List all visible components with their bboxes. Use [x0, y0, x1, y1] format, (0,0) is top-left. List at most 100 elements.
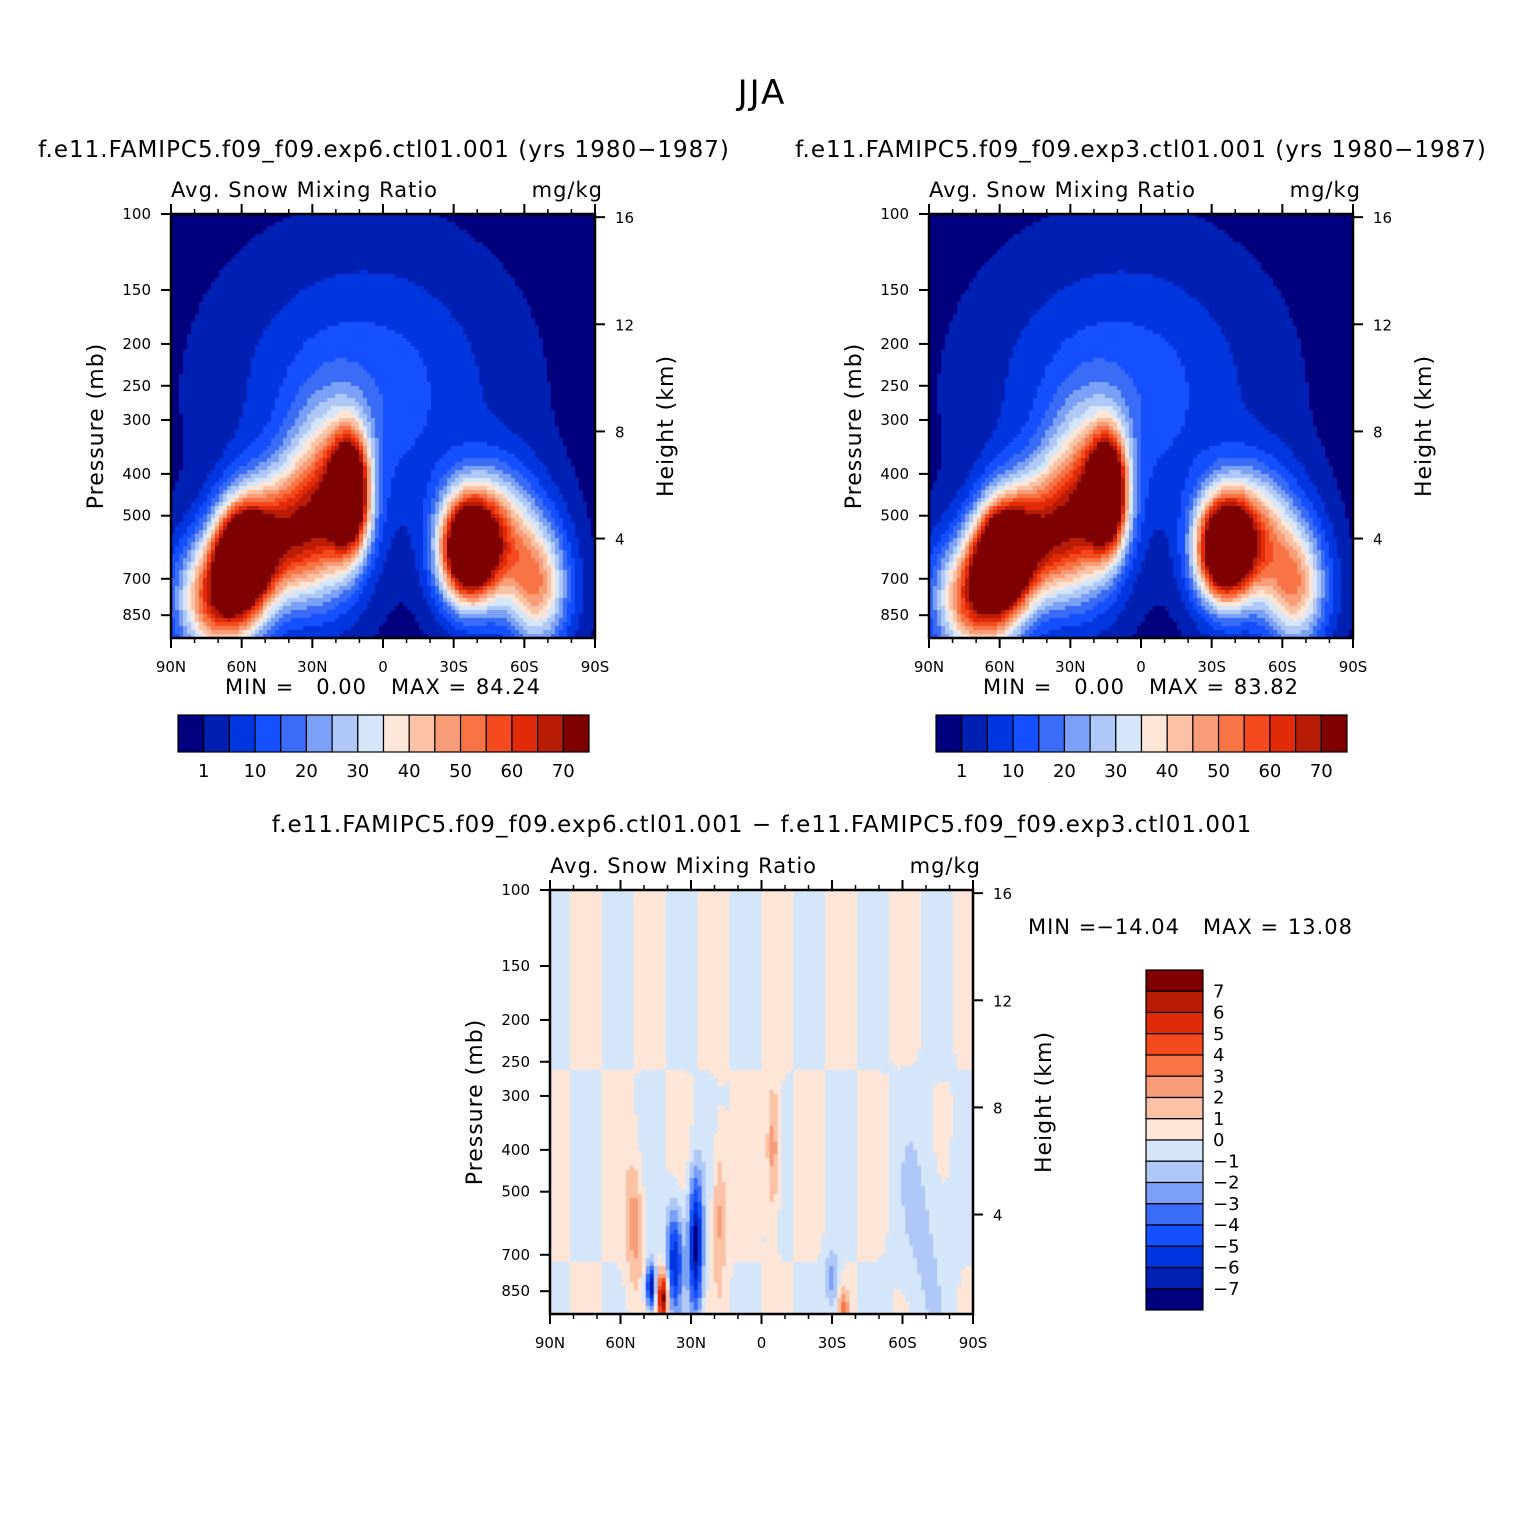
- field-cell: [335, 394, 340, 399]
- field-cell: [327, 582, 332, 587]
- field-cell: [331, 366, 336, 371]
- field-cell: [227, 414, 232, 419]
- field-cell: [295, 626, 300, 631]
- field-cell: [339, 242, 344, 247]
- field-cell: [319, 402, 324, 407]
- field-cell: [355, 610, 360, 615]
- field-cell: [263, 490, 268, 495]
- field-cell: [315, 242, 320, 247]
- field-cell: [243, 386, 248, 391]
- field-cell: [307, 326, 312, 331]
- field-cell: [211, 446, 216, 451]
- field-cell: [291, 274, 296, 279]
- field-cell: [263, 498, 268, 503]
- field-cell: [243, 414, 248, 419]
- field-cell: [219, 234, 224, 239]
- field-cell: [279, 570, 284, 575]
- field-cell: [231, 526, 236, 531]
- field-cell: [215, 402, 220, 407]
- field-cell: [311, 262, 316, 267]
- field-cell: [279, 582, 284, 587]
- field-cell: [271, 614, 276, 619]
- field-cell: [243, 238, 248, 243]
- field-cell: [303, 366, 308, 371]
- field-cell: [347, 454, 352, 459]
- field-cell: [307, 530, 312, 535]
- field-cell: [295, 306, 300, 311]
- field-cell: [275, 410, 280, 415]
- field-cell: [215, 542, 220, 547]
- field-cell: [299, 618, 304, 623]
- field-cell: [187, 250, 192, 255]
- field-cell: [251, 610, 256, 615]
- field-cell: [239, 594, 244, 599]
- field-cell: [275, 382, 280, 387]
- field-cell: [271, 378, 276, 383]
- field-cell: [327, 266, 332, 271]
- field-cell: [231, 438, 236, 443]
- field-cell: [343, 530, 348, 535]
- field-cell: [231, 586, 236, 591]
- field-cell: [187, 486, 192, 491]
- field-cell: [335, 442, 340, 447]
- field-cell: [275, 330, 280, 335]
- field-cell: [283, 326, 288, 331]
- field-cell: [191, 314, 196, 319]
- field-cell: [211, 346, 216, 351]
- field-cell: [231, 510, 236, 515]
- field-cell: [299, 382, 304, 387]
- field-cell: [199, 266, 204, 271]
- field-cell: [247, 626, 252, 631]
- field-cell: [283, 454, 288, 459]
- field-cell: [351, 570, 356, 575]
- field-cell: [343, 546, 348, 551]
- field-cell: [283, 438, 288, 443]
- field-cell: [267, 250, 272, 255]
- field-cell: [251, 382, 256, 387]
- field-cell: [319, 354, 324, 359]
- field-cell: [175, 386, 180, 391]
- field-cell: [179, 538, 184, 543]
- field-cell: [259, 570, 264, 575]
- field-cell: [307, 518, 312, 523]
- field-cell: [307, 270, 312, 275]
- field-cell: [243, 514, 248, 519]
- field-cell: [251, 566, 256, 571]
- field-cell: [219, 246, 224, 251]
- field-cell: [307, 246, 312, 251]
- field-cell: [255, 502, 260, 507]
- field-cell: [199, 222, 204, 227]
- field-cell: [355, 466, 360, 471]
- field-cell: [251, 290, 256, 295]
- field-cell: [223, 626, 228, 631]
- field-cell: [263, 262, 268, 267]
- field-cell: [287, 538, 292, 543]
- field-cell: [227, 526, 232, 531]
- field-cell: [183, 378, 188, 383]
- field-cell: [303, 370, 308, 375]
- field-cell: [247, 270, 252, 275]
- field-cell: [279, 586, 284, 591]
- field-cell: [291, 254, 296, 259]
- field-cell: [235, 374, 240, 379]
- field-cell: [275, 626, 280, 631]
- field-cell: [187, 294, 192, 299]
- field-cell: [339, 298, 344, 303]
- field-cell: [343, 302, 348, 307]
- field-cell: [187, 334, 192, 339]
- field-cell: [283, 434, 288, 439]
- field-cell: [255, 490, 260, 495]
- field-cell: [215, 222, 220, 227]
- field-cell: [295, 462, 300, 467]
- field-cell: [223, 330, 228, 335]
- field-cell: [239, 250, 244, 255]
- field-cell: [315, 218, 320, 223]
- field-cell: [247, 522, 252, 527]
- field-cell: [215, 554, 220, 559]
- field-cell: [239, 590, 244, 595]
- field-cell: [207, 278, 212, 283]
- field-cell: [275, 370, 280, 375]
- field-cell: [235, 594, 240, 599]
- field-cell: [263, 502, 268, 507]
- field-cell: [295, 310, 300, 315]
